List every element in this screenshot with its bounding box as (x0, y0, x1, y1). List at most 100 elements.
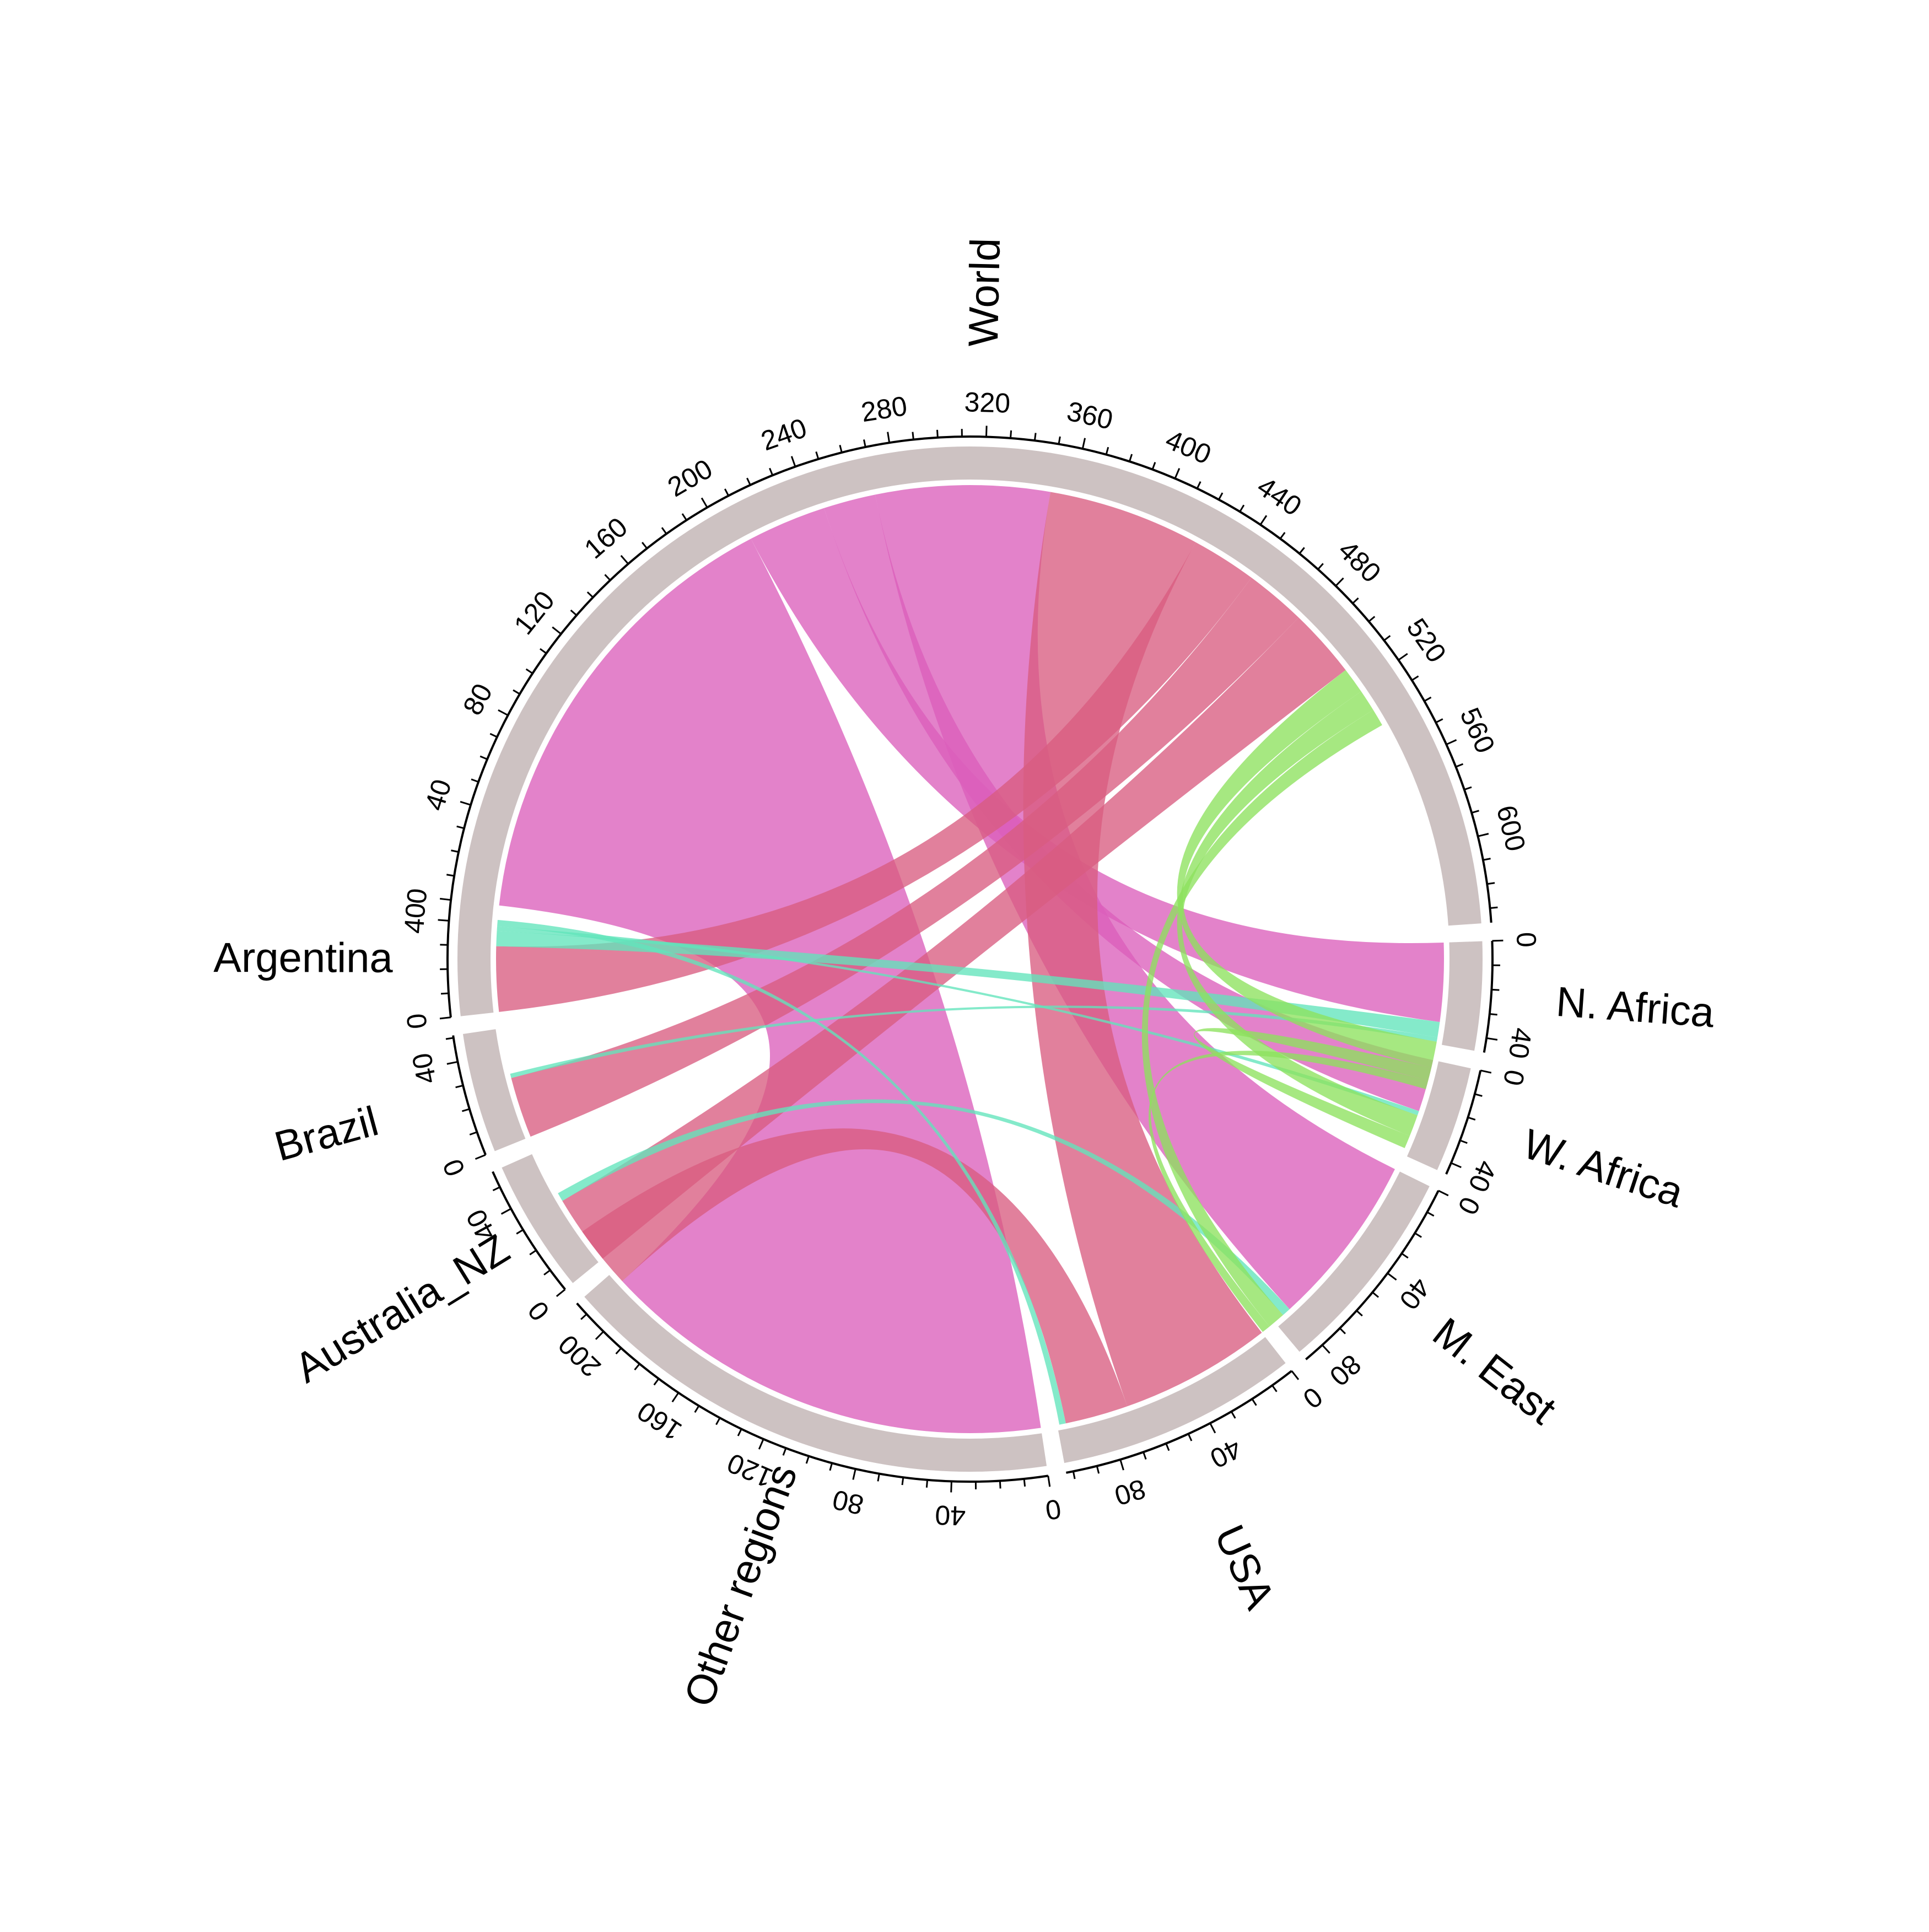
tick-mark (1024, 1479, 1025, 1487)
tick-mark (1487, 883, 1495, 884)
tick-mark (806, 1456, 809, 1463)
sector-label-australia-nz: Australia_NZ (287, 1225, 518, 1392)
tick-label: 80 (1111, 1473, 1149, 1511)
tick-mark (440, 1018, 451, 1019)
tick-mark (672, 1393, 678, 1402)
tick-label: 0 (1497, 1067, 1531, 1089)
tick-mark (470, 1132, 477, 1135)
tick-mark (1048, 1476, 1050, 1487)
tick-mark (1152, 462, 1155, 470)
tick-mark (926, 1480, 927, 1488)
tick-mark (530, 1250, 536, 1255)
tick-mark (642, 542, 647, 548)
tick-label: 40 (419, 776, 457, 814)
tick-mark (1427, 1212, 1434, 1216)
tick-mark (791, 456, 795, 467)
tick-mark (1415, 1233, 1421, 1237)
sector-n-africa (1442, 941, 1483, 1051)
tick-mark (1483, 859, 1491, 860)
tick-mark (1468, 1117, 1475, 1120)
tick-mark (1073, 1471, 1075, 1479)
tick-mark (1460, 1140, 1467, 1143)
tick-mark (451, 851, 459, 852)
tick-mark (1492, 940, 1503, 941)
tick-mark (441, 993, 449, 994)
tick-mark (1398, 654, 1407, 660)
tick-mark (1424, 697, 1431, 701)
tick-mark (1210, 1423, 1215, 1433)
tick-mark (759, 1439, 763, 1449)
tick-label: 40 (1503, 1026, 1538, 1061)
tick-mark (596, 1332, 604, 1339)
tick-mark (1129, 454, 1131, 461)
tick-mark (1436, 719, 1442, 722)
tick-mark (1372, 1292, 1378, 1297)
tick-mark (1034, 433, 1036, 440)
tick-label: 40 (934, 1499, 966, 1531)
tick-mark (493, 1187, 500, 1191)
tick-mark (502, 1209, 511, 1214)
tick-label: 440 (1252, 471, 1307, 522)
tick-mark (716, 1418, 720, 1424)
axis-line-n-africa (1484, 941, 1492, 1053)
tick-mark (1369, 616, 1375, 621)
tick-mark (635, 1364, 640, 1370)
tick-mark (605, 574, 611, 580)
tick-mark (1402, 1253, 1408, 1258)
tick-mark (1082, 438, 1085, 449)
tick-mark (438, 920, 449, 921)
tick-mark (1106, 447, 1108, 455)
tick-mark (1356, 1311, 1362, 1316)
tick-label: 0 (401, 1012, 433, 1031)
tick-label: 360 (1064, 395, 1116, 435)
tick-mark (1388, 1273, 1397, 1280)
tick-mark (1260, 515, 1267, 525)
tick-mark (1322, 1345, 1329, 1353)
tick-mark (513, 690, 520, 694)
tick-label: 240 (757, 412, 811, 457)
tick-label: 0 (522, 1295, 556, 1327)
tick-mark (864, 439, 866, 447)
tick-mark (695, 1406, 699, 1412)
tick-mark (951, 1481, 952, 1492)
tick-mark (738, 1429, 741, 1436)
tick-mark (1478, 833, 1488, 836)
tick-mark (1464, 787, 1472, 790)
tick-mark (1340, 1328, 1345, 1334)
tick-label: 0 (1452, 1192, 1486, 1220)
tick-mark (1446, 740, 1456, 744)
tick-mark (460, 801, 471, 805)
tick-mark (1292, 1371, 1298, 1380)
tick-mark (462, 1109, 469, 1111)
tick-label: 0 (1511, 932, 1542, 948)
tick-mark (471, 779, 478, 782)
tick-mark (616, 1348, 621, 1354)
tick-mark (1175, 469, 1179, 478)
sector-label-world: World (960, 238, 1009, 347)
tick-mark (830, 1463, 832, 1471)
tick-mark (783, 1448, 786, 1455)
tick-mark (769, 468, 772, 475)
tick-mark (1438, 1191, 1448, 1196)
tick-mark (1318, 563, 1323, 569)
tick-mark (1188, 1434, 1192, 1441)
tick-label: 40 (1205, 1433, 1247, 1474)
tick-mark (446, 1038, 454, 1039)
axis-line-argentina (448, 899, 451, 1018)
tick-mark (490, 734, 497, 737)
tick-mark (552, 627, 561, 634)
tick-mark (544, 1270, 550, 1274)
tick-mark (581, 1314, 586, 1320)
tick-label: 40 (398, 902, 432, 935)
tick-label: 0 (1043, 1493, 1063, 1526)
tick-mark (1300, 547, 1305, 553)
tick-mark (682, 514, 687, 520)
sector-label-m-east: M. East (1424, 1309, 1565, 1433)
tick-mark (447, 1062, 458, 1064)
tick-mark (1480, 1070, 1491, 1073)
tick-mark (1197, 482, 1200, 489)
tick-mark (456, 1085, 464, 1087)
tick-mark (902, 1477, 903, 1485)
